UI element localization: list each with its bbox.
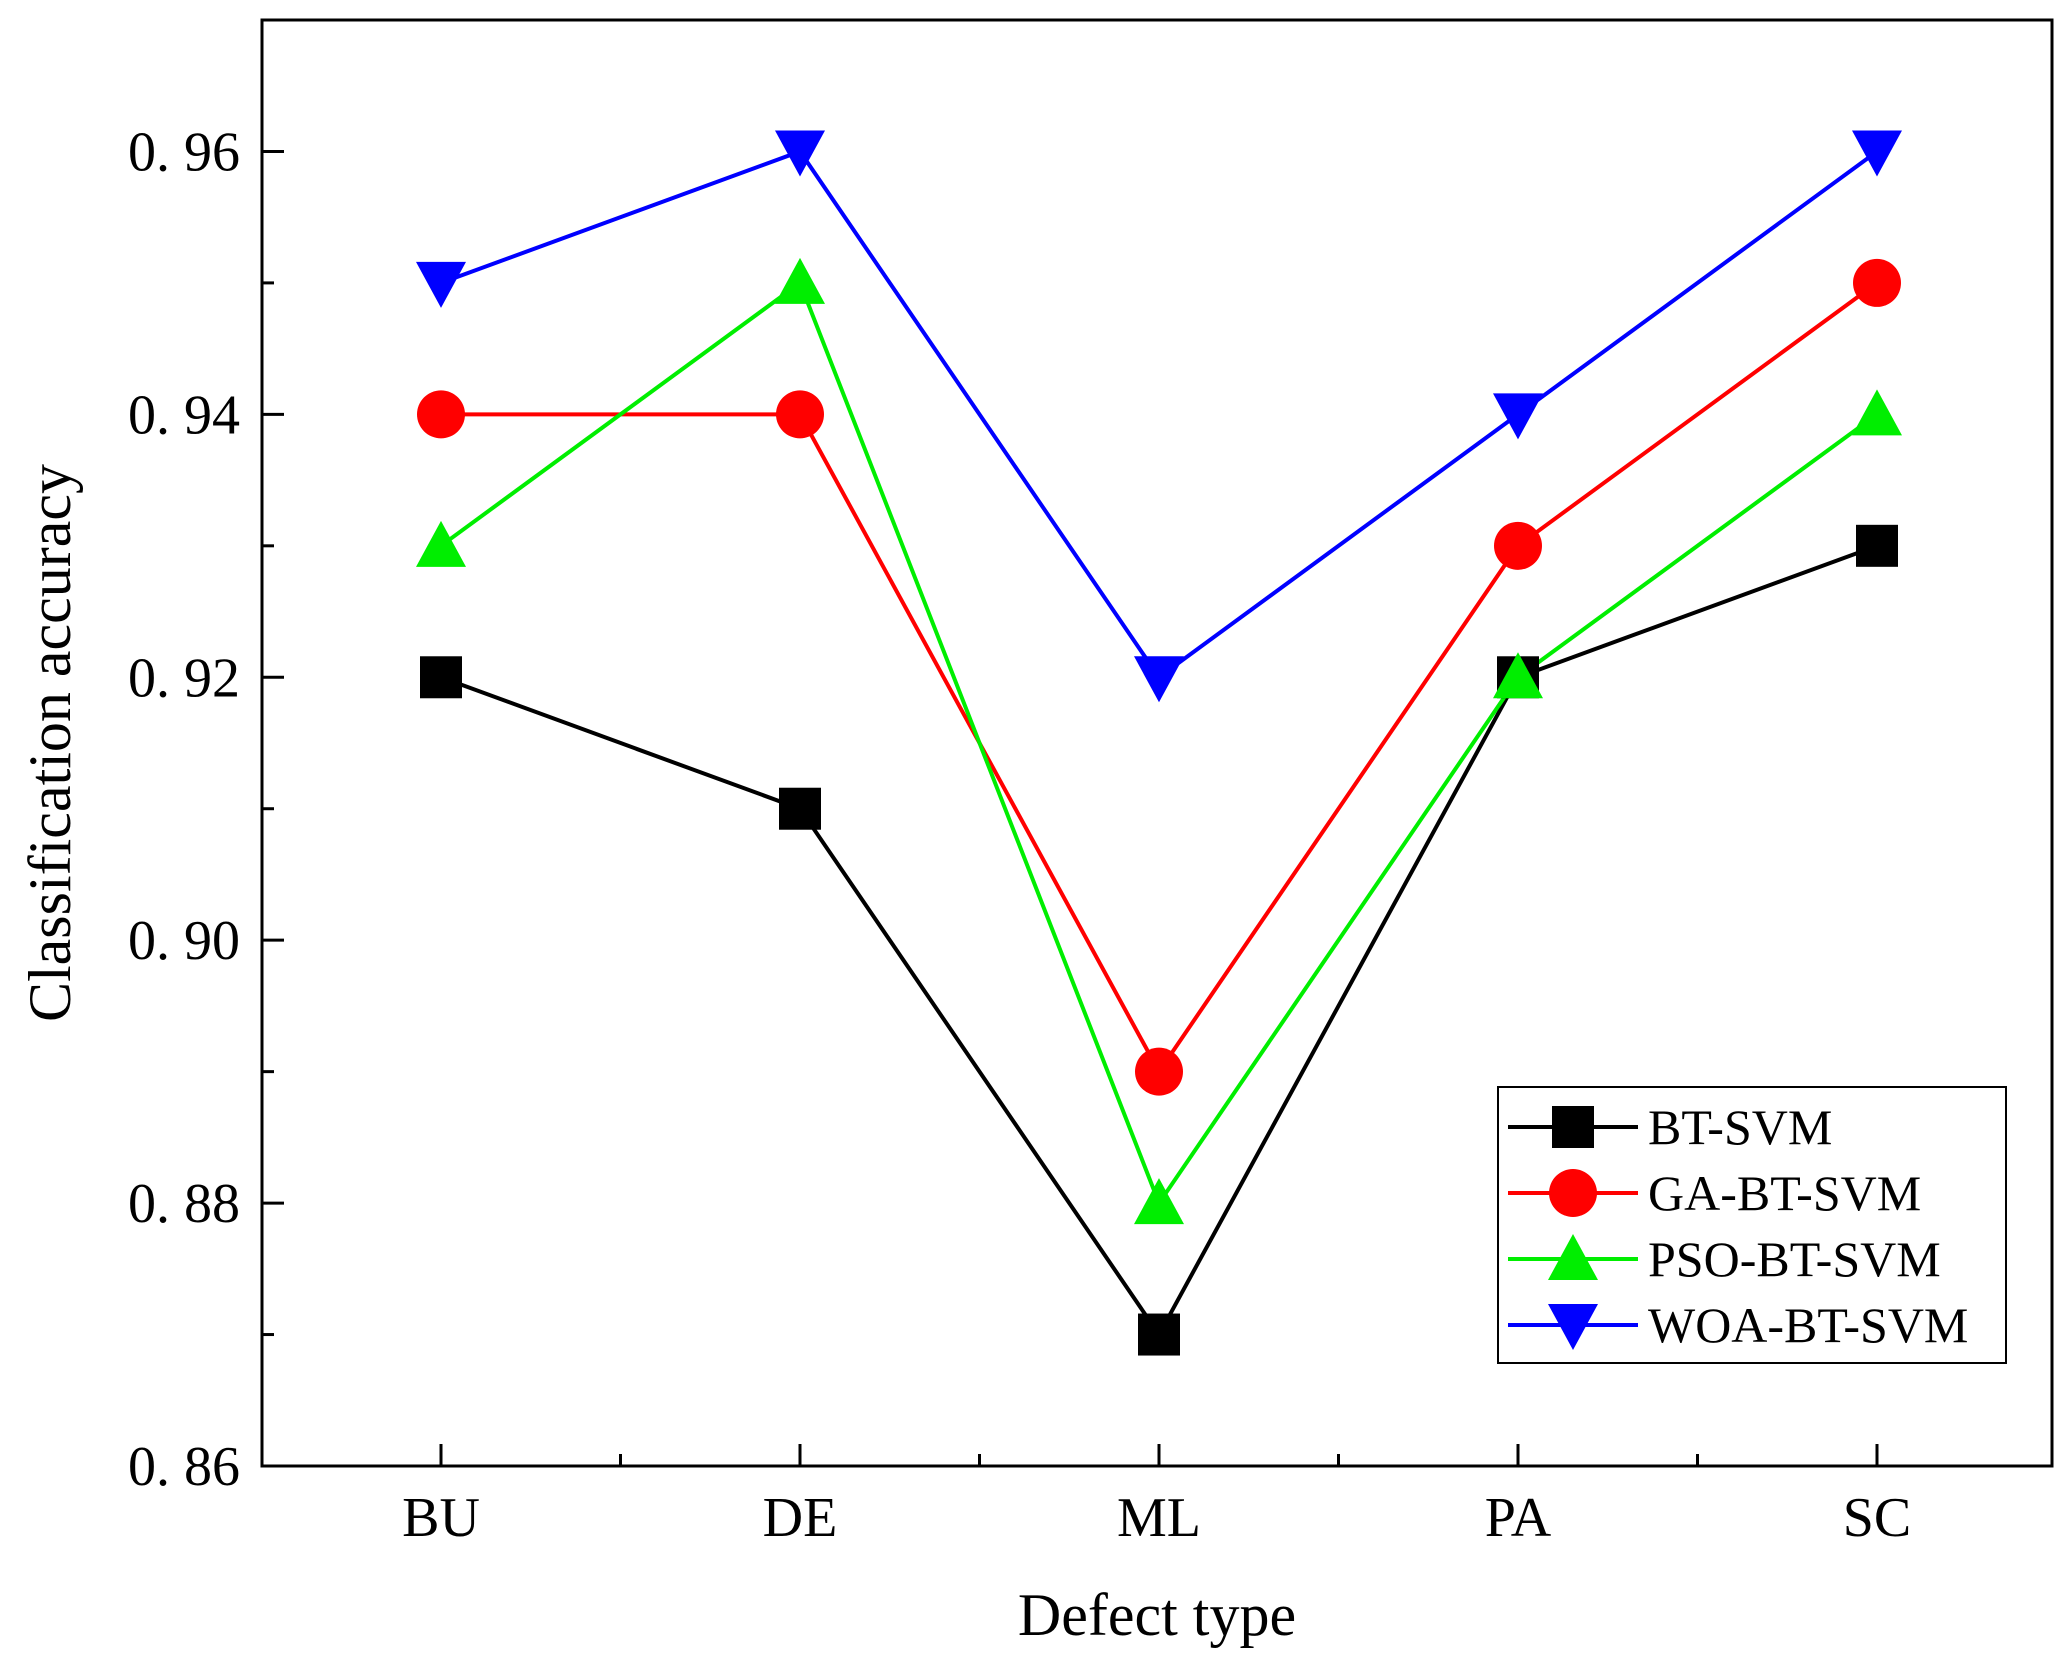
x-tick-label-bu: BU [402, 1487, 480, 1549]
data-point-ga-bt-svm-ml [1135, 1047, 1183, 1096]
y-tick-label: 0. 96 [128, 121, 240, 183]
data-point-pso-bt-svm-bu [416, 520, 466, 567]
legend-label-woa-bt-svm: WOA-BT-SVM [1648, 1297, 1968, 1353]
data-point-ga-bt-svm-sc [1853, 258, 1901, 307]
legend-marker-pso-bt-svm [1548, 1234, 1598, 1280]
plot-frame [260, 18, 2054, 1468]
y-tick-label: 0. 94 [128, 384, 240, 446]
x-tick-label-pa: PA [1485, 1487, 1552, 1549]
y-tick-label: 0. 88 [128, 1173, 240, 1235]
y-axis-title: Classification accuracy [17, 464, 83, 1022]
data-point-pso-bt-svm-sc [1852, 389, 1902, 436]
y-tick-label: 0. 90 [128, 910, 240, 972]
y-tick-label: 0. 92 [128, 647, 240, 709]
data-point-bt-svm-sc [1856, 524, 1898, 567]
data-point-woa-bt-svm-pa [1493, 393, 1543, 440]
x-tick-label-ml: ML [1117, 1487, 1201, 1549]
y-tick-label: 0. 86 [128, 1436, 240, 1498]
legend-marker-woa-bt-svm [1548, 1304, 1598, 1350]
legend-label-ga-bt-svm: GA-BT-SVM [1648, 1165, 1921, 1221]
data-point-pso-bt-svm-de [775, 257, 825, 304]
legend-marker-ga-bt-svm [1549, 1169, 1597, 1217]
data-point-woa-bt-svm-de [775, 130, 825, 177]
data-point-woa-bt-svm-sc [1852, 130, 1902, 177]
data-point-ga-bt-svm-de [776, 390, 824, 439]
x-tick-label-de: DE [763, 1487, 838, 1549]
data-point-ga-bt-svm-bu [417, 390, 465, 439]
x-axis-title: Defect type [1018, 1582, 1296, 1648]
legend-label-bt-svm: BT-SVM [1648, 1099, 1832, 1155]
data-point-woa-bt-svm-bu [416, 261, 466, 308]
data-point-bt-svm-de [779, 787, 821, 830]
data-point-bt-svm-bu [420, 656, 462, 699]
data-point-bt-svm-ml [1138, 1313, 1180, 1356]
data-point-pso-bt-svm-pa [1493, 652, 1543, 699]
legend-label-pso-bt-svm: PSO-BT-SVM [1648, 1231, 1941, 1287]
data-point-woa-bt-svm-ml [1134, 656, 1184, 703]
data-point-pso-bt-svm-ml [1134, 1178, 1184, 1225]
x-tick-label-sc: SC [1843, 1487, 1912, 1549]
legend-marker-bt-svm [1552, 1106, 1594, 1148]
data-point-ga-bt-svm-pa [1494, 521, 1542, 570]
